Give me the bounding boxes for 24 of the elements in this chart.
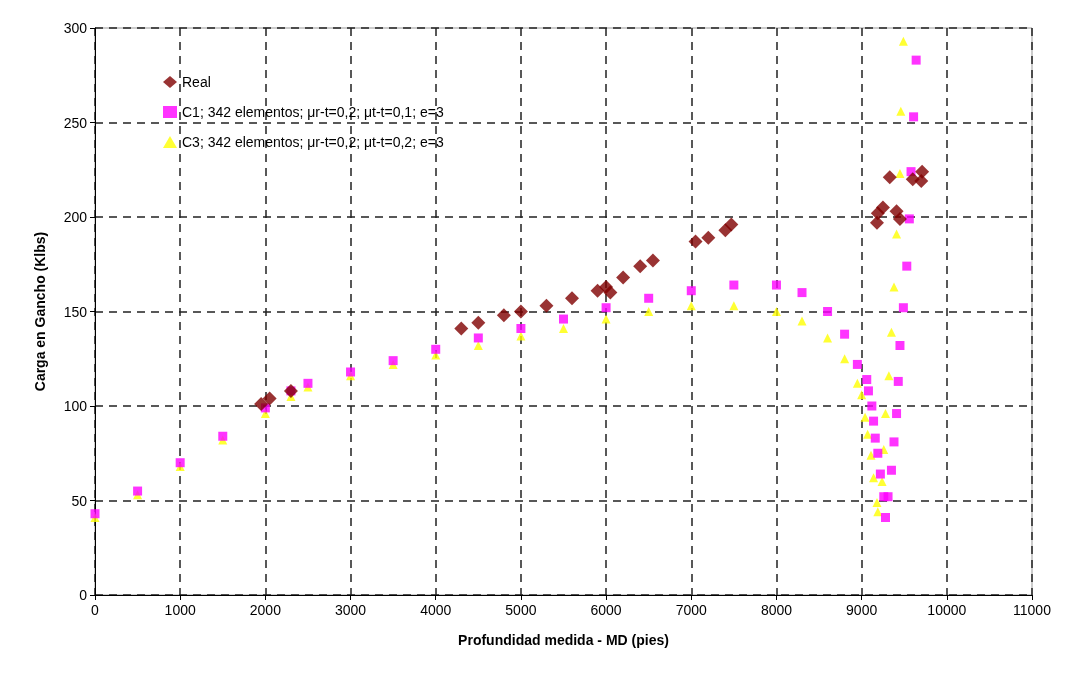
- legend-label: C1; 342 elementos; μr-t=0,2; μt-t=0,1; e=3: [182, 104, 444, 120]
- x-tick-label: 9000: [846, 602, 878, 618]
- legend-label: Real: [182, 74, 211, 90]
- x-tick-label: 2000: [249, 602, 282, 618]
- x-tick-label: 11000: [1013, 602, 1052, 618]
- x-tick-label: 1000: [164, 602, 196, 618]
- y-tick-label: 300: [63, 20, 88, 36]
- x-tick-label: 8000: [760, 602, 793, 618]
- y-axis-title: Carga en Gancho (Klbs): [32, 231, 48, 392]
- x-axis-title: Profundidad medida - MD (pies): [458, 632, 669, 648]
- y-tick-label: 0: [79, 587, 88, 603]
- legend-label: C3; 342 elementos; μr-t=0,2; μt-t=0,2; e=3: [182, 134, 444, 150]
- y-tick-label: 50: [71, 492, 88, 509]
- x-tick-label: 5000: [505, 602, 537, 618]
- y-tick-label: 150: [63, 303, 88, 320]
- y-tick-label: 200: [63, 209, 88, 225]
- x-tick-label: 3000: [334, 602, 367, 618]
- x-tick-label: 6000: [590, 602, 622, 618]
- x-tick-label: 0: [91, 602, 100, 618]
- x-tick-label: 10000: [927, 602, 967, 618]
- y-tick-label: 250: [63, 114, 88, 131]
- x-tick-label: 7000: [675, 602, 708, 618]
- y-tick-label: 100: [63, 398, 88, 414]
- x-tick-label: 4000: [420, 602, 452, 618]
